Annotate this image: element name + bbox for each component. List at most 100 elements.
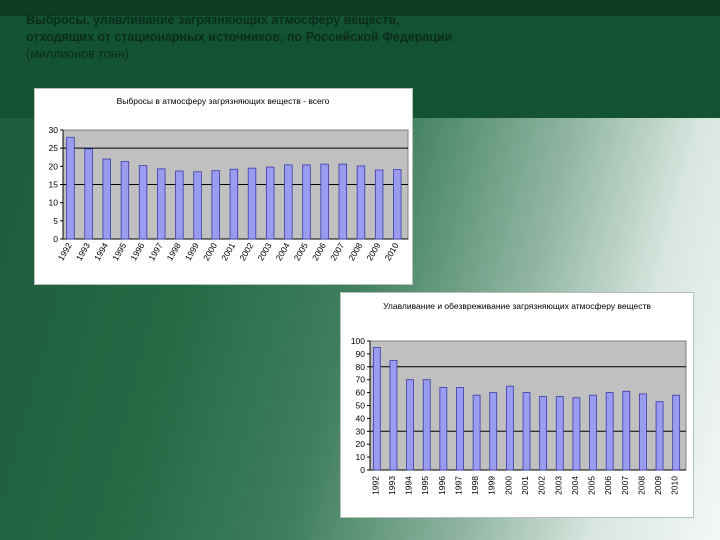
bar-2001 xyxy=(229,168,239,240)
x-tick-label: 1993 xyxy=(387,476,397,495)
bar-2002 xyxy=(539,396,548,471)
bar-2004 xyxy=(284,164,293,240)
bar-2005 xyxy=(302,164,311,240)
y-tick-label: 10 xyxy=(356,452,366,462)
bar-2006 xyxy=(320,163,329,240)
y-tick-label: 80 xyxy=(356,362,366,372)
x-tick-label: 2005 xyxy=(292,241,310,263)
x-tick-label: 2010 xyxy=(670,476,680,495)
y-tick-label: 40 xyxy=(356,413,366,423)
x-tick-label: 2001 xyxy=(219,241,237,263)
x-tick-label: 2004 xyxy=(274,241,292,263)
x-tick-label: 2002 xyxy=(237,241,255,263)
bar-2009 xyxy=(655,401,664,471)
bar-2006 xyxy=(605,392,614,471)
x-tick-label: 2000 xyxy=(201,241,219,263)
x-tick-label: 1997 xyxy=(146,241,164,263)
y-tick-label: 30 xyxy=(49,125,59,135)
x-tick-label: 1995 xyxy=(110,241,128,263)
capture-chart: Улавливание и обезвреживание загрязняющи… xyxy=(340,292,694,518)
x-tick-label: 1997 xyxy=(453,476,463,495)
x-tick-label: 2007 xyxy=(328,241,346,263)
x-tick-label: 1996 xyxy=(128,241,146,263)
x-tick-label: 2006 xyxy=(310,241,328,263)
bar-2003 xyxy=(555,396,564,471)
y-tick-label: 0 xyxy=(360,465,365,475)
x-tick-label: 1994 xyxy=(92,241,110,263)
x-tick-label: 1998 xyxy=(470,476,480,495)
bar-1995 xyxy=(422,379,431,471)
y-tick-label: 0 xyxy=(53,234,58,244)
x-tick-label: 2004 xyxy=(570,476,580,495)
y-tick-label: 20 xyxy=(356,439,366,449)
y-tick-label: 20 xyxy=(49,161,59,171)
title-line-1: Выбросы, улавливание загрязняющих атмосф… xyxy=(26,13,400,27)
bar-2003 xyxy=(265,166,275,240)
chart-title: Выбросы в атмосферу загрязняющих веществ… xyxy=(117,96,330,106)
bar-2008 xyxy=(356,165,366,240)
x-tick-label: 1994 xyxy=(404,476,414,495)
x-tick-label: 2001 xyxy=(520,476,530,495)
title-line-2: отходящих от стационарных источников, по… xyxy=(26,30,453,44)
x-tick-label: 2003 xyxy=(255,241,273,263)
bar-2000 xyxy=(505,385,514,471)
y-tick-label: 100 xyxy=(351,336,365,346)
bar-1995 xyxy=(120,161,130,240)
x-tick-label: 2010 xyxy=(383,241,401,263)
slide-title: Выбросы, улавливание загрязняющих атмосф… xyxy=(26,12,586,63)
x-tick-label: 2006 xyxy=(603,476,613,495)
bar-2004 xyxy=(572,397,581,471)
top-strip xyxy=(0,0,720,16)
x-tick-label: 1992 xyxy=(56,241,74,263)
x-tick-label: 1998 xyxy=(165,241,183,263)
bar-2008 xyxy=(639,393,647,471)
x-tick-label: 2002 xyxy=(537,476,547,495)
bar-1998 xyxy=(472,394,481,471)
emissions-chart-svg: Выбросы в атмосферу загрязняющих веществ… xyxy=(49,96,409,263)
bar-2007 xyxy=(338,163,348,240)
emissions-chart: Выбросы в атмосферу загрязняющих веществ… xyxy=(34,88,413,285)
x-tick-label: 2003 xyxy=(553,476,563,495)
y-tick-label: 15 xyxy=(49,180,59,190)
capture-chart-svg: Улавливание и обезвреживание загрязняющи… xyxy=(351,301,687,495)
y-tick-label: 30 xyxy=(356,426,366,436)
x-tick-label: 2009 xyxy=(653,476,663,495)
x-tick-label: 2005 xyxy=(587,476,597,495)
bar-2000 xyxy=(211,170,220,240)
y-tick-label: 70 xyxy=(356,375,366,385)
y-tick-label: 50 xyxy=(356,401,366,411)
bar-2010 xyxy=(393,169,402,240)
bar-1999 xyxy=(489,392,498,471)
x-tick-label: 1992 xyxy=(370,476,380,495)
x-tick-label: 2000 xyxy=(503,476,513,495)
chart-title: Улавливание и обезвреживание загрязняющи… xyxy=(383,301,651,311)
x-tick-label: 1993 xyxy=(74,241,92,263)
bar-1997 xyxy=(456,387,464,471)
x-tick-label: 2008 xyxy=(636,476,646,495)
y-tick-label: 90 xyxy=(356,349,366,359)
x-tick-label: 1995 xyxy=(420,476,430,495)
bar-1993 xyxy=(84,148,93,240)
bar-1996 xyxy=(138,165,148,240)
bar-1999 xyxy=(193,171,202,240)
x-tick-label: 1999 xyxy=(487,476,497,495)
bar-2005 xyxy=(589,394,597,471)
y-tick-label: 10 xyxy=(49,198,59,208)
bar-1994 xyxy=(406,379,414,471)
bar-1992 xyxy=(372,347,381,471)
bar-1997 xyxy=(157,168,166,240)
bar-1993 xyxy=(389,359,398,471)
bar-2002 xyxy=(247,167,257,240)
bar-2001 xyxy=(522,392,531,471)
y-tick-label: 5 xyxy=(53,216,58,226)
slide-subtitle: (миллионов тонн) xyxy=(26,47,129,61)
bar-2010 xyxy=(672,394,681,471)
bar-1992 xyxy=(66,136,75,240)
bar-2007 xyxy=(622,390,631,471)
y-tick-label: 60 xyxy=(356,388,366,398)
bar-2009 xyxy=(374,169,384,240)
bar-1996 xyxy=(439,387,448,471)
x-tick-label: 2009 xyxy=(364,241,382,263)
x-tick-label: 2007 xyxy=(620,476,630,495)
x-tick-label: 1996 xyxy=(437,476,447,495)
